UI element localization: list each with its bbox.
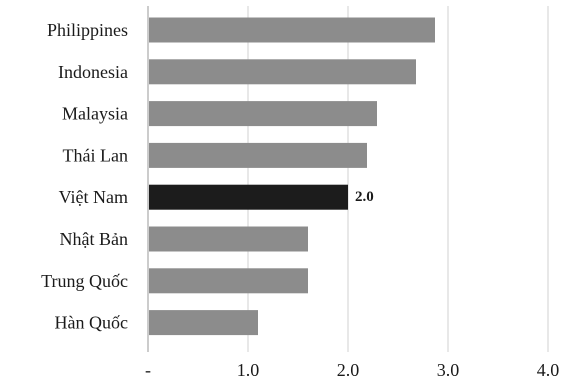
x-tick-label-4: 4.0 <box>537 360 560 380</box>
category-labels: Philippines Indonesia Malaysia Thái Lan Việt… <box>41 20 128 333</box>
category-label-5: Nhật Bản <box>60 229 128 249</box>
x-tick-label-2: 2.0 <box>337 360 360 380</box>
bars <box>149 17 435 336</box>
data-label-0: 2.0 <box>355 189 374 205</box>
x-axis-ticks: - 1.0 2.0 3.0 4.0 <box>145 360 559 380</box>
category-label-2: Malaysia <box>62 104 128 124</box>
category-label-4: Việt Nam <box>59 187 128 207</box>
category-label-0: Philippines <box>47 20 128 40</box>
category-label-1: Indonesia <box>58 62 128 82</box>
bar-4 <box>149 184 348 210</box>
bar-2 <box>149 101 377 127</box>
x-tick-label-3: 3.0 <box>437 360 460 380</box>
category-label-7: Hàn Quốc <box>55 313 128 333</box>
bar-3 <box>149 142 367 168</box>
bar-1 <box>149 59 416 85</box>
bar-0 <box>149 17 435 43</box>
category-label-3: Thái Lan <box>63 145 128 165</box>
x-tick-label-0: - <box>145 360 151 380</box>
category-label-6: Trung Quốc <box>41 271 128 291</box>
x-tick-label-1: 1.0 <box>237 360 260 380</box>
data-labels: 2.0 <box>355 189 374 205</box>
grid-layer <box>147 6 549 352</box>
bar-6 <box>149 268 308 294</box>
bar-5 <box>149 226 308 252</box>
bar-7 <box>149 310 258 336</box>
